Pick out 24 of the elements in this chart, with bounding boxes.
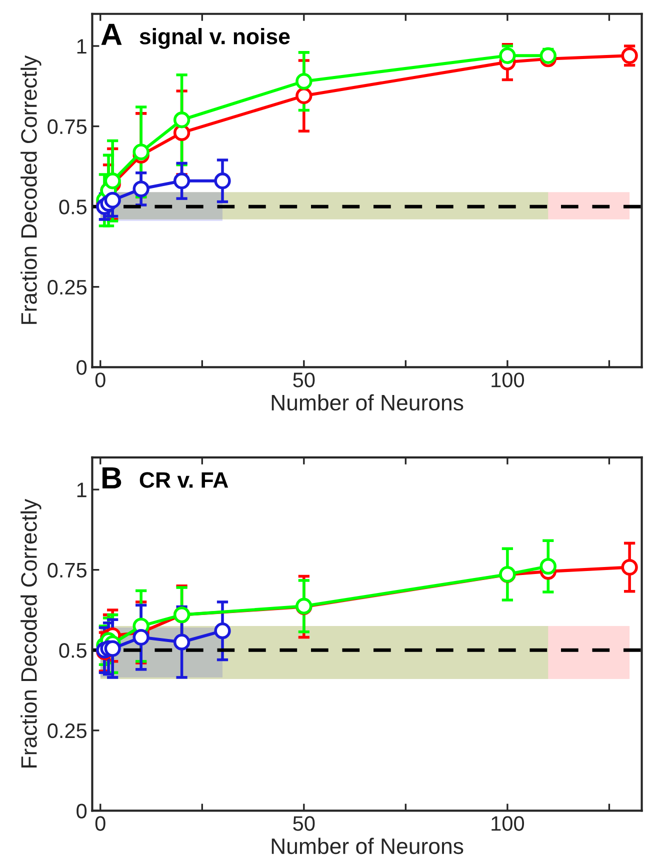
y-tick-label: 0.5: [59, 643, 87, 658]
y-tick-label: 1: [77, 482, 86, 498]
annotation: A: [101, 24, 122, 45]
y-tick-label: 0: [76, 804, 87, 818]
y-tick-label: 0: [76, 360, 87, 375]
y-tick-label: 0.75: [48, 119, 87, 134]
x-axis-title: Number of Neurons: [272, 838, 464, 854]
x-tick-label: 50: [293, 372, 315, 388]
y-tick-label: 0.75: [48, 562, 87, 578]
text: signal v. noise: [140, 28, 290, 49]
annotation: B: [102, 467, 122, 488]
x-tick-label: 0: [95, 372, 106, 388]
y-tick-label: 1: [77, 39, 86, 54]
x-tick-label: 50: [293, 816, 315, 831]
y-axis-title: Fraction Decoded Correctly: [20, 498, 42, 768]
text: CR v. FA: [140, 472, 228, 488]
x-tick-label: 100: [492, 816, 524, 831]
x-axis-title: Number of Neurons: [272, 394, 464, 411]
y-tick-label: 0.5: [59, 200, 87, 214]
y-tick-label: 0.25: [48, 280, 87, 295]
y-tick-label: 0.25: [48, 723, 87, 738]
x-tick-label: 100: [492, 372, 524, 388]
x-tick-label: 0: [95, 816, 106, 831]
y-axis-title: Fraction Decoded Correctly: [20, 55, 42, 324]
